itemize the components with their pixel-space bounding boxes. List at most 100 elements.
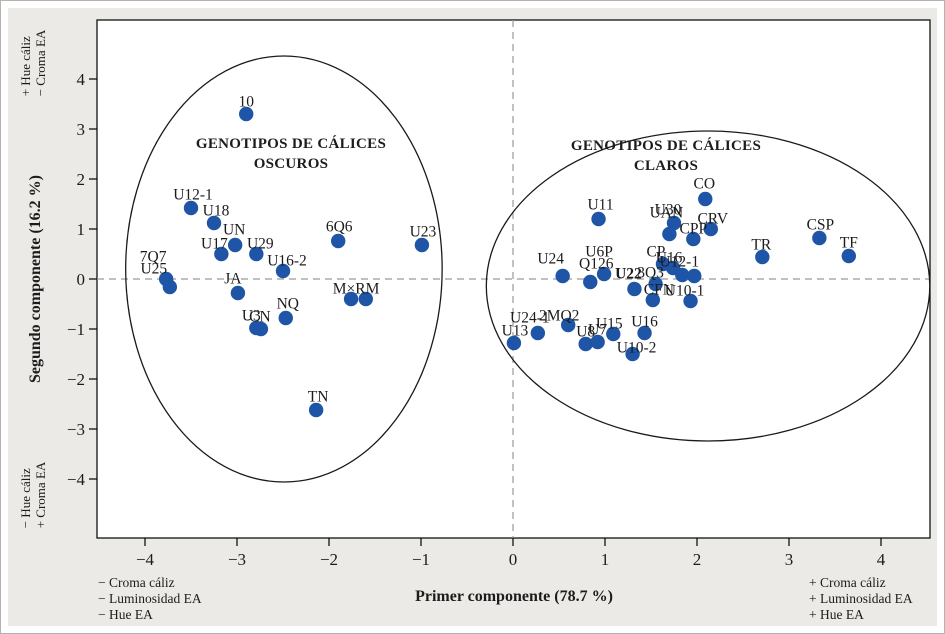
point-label-U23: U23 [410, 224, 437, 241]
data-point-U12-1 [675, 267, 690, 283]
group-title-claros-line1: GENOTIPOS DE CÁLICES [570, 138, 762, 154]
annotation-x-negative: − Croma cáliz − Luminosidad EA − Hue EA [98, 575, 202, 623]
data-point-CFN [645, 292, 661, 308]
data-point-M×RM [343, 291, 359, 307]
y-tick-label: 1 [77, 220, 86, 239]
point-label-U12-1: U12-1 [659, 254, 699, 271]
point-label-JA: JA [224, 271, 242, 288]
data-point-UN [227, 237, 243, 253]
data-point-U30 [666, 215, 682, 231]
point-label-TN: TN [308, 389, 329, 406]
group-title-claros: GENOTIPOS DE CÁLICES CLAROS [516, 136, 816, 176]
data-point-TR [755, 249, 770, 265]
data-point-UAN [662, 226, 677, 242]
data-point-U17 [214, 246, 229, 262]
point-label-CFN: CFN [644, 282, 674, 299]
annotation-top-left: + Hue cáliz − Croma EA [18, 30, 48, 97]
point-label-Q126: Q126 [579, 256, 614, 273]
data-point-CPP [686, 231, 701, 247]
point-label-U15: U15 [596, 316, 623, 333]
data-point-JA [230, 285, 246, 301]
x-tick-label: −4 [136, 550, 155, 569]
data-point-CO [698, 191, 713, 207]
data-point-U16-2 [275, 263, 291, 279]
x-tick-label: −2 [320, 550, 338, 569]
data-point-CSP [812, 230, 827, 246]
data-point-U10-2 [625, 346, 640, 362]
point-label-U17: U17 [201, 236, 228, 253]
point-label-CN: CN [249, 309, 271, 326]
x-tick-label: −1 [412, 550, 430, 569]
data-point-U13 [506, 335, 522, 351]
data-point [687, 268, 702, 284]
y-tick-label: −3 [67, 420, 85, 439]
point-label-U11: U11 [587, 197, 613, 214]
annotation-x-negative-line3: − Hue EA [98, 607, 153, 622]
point-label-U30: U30 [655, 202, 682, 219]
x-axis-title: Primer componente (78.7 %) [415, 588, 613, 605]
data-point-U25 [162, 279, 178, 295]
y-tick-label: −4 [67, 470, 86, 489]
data-point-U12-1 [183, 200, 199, 216]
y-tick-label: 4 [77, 70, 86, 89]
x-tick-label: 0 [509, 550, 518, 569]
group-title-claros-line2: CLAROS [633, 158, 699, 174]
group-title-oscuros-line2: OSCUROS [253, 156, 329, 172]
annotation-bottom-left-line2: + Croma EA [33, 461, 48, 529]
data-point-U22 [627, 281, 642, 297]
annotation-x-positive: + Croma cáliz + Luminosidad EA + Hue EA [809, 575, 913, 623]
annotation-x-negative-line1: − Croma cáliz [98, 575, 175, 590]
point-label-CP: CP [646, 244, 665, 261]
data-point-CN [253, 321, 269, 337]
x-tick-label: −3 [228, 550, 246, 569]
point-label-2MQ2: 2MQ2 [539, 308, 579, 325]
data-point-2MQ2 [561, 317, 576, 333]
data-point-TF [841, 248, 856, 264]
point-label-U3: U3 [242, 308, 261, 325]
point-label-U24-1: U24-1 [510, 310, 550, 327]
data-point-NQ [278, 310, 293, 326]
data-point-U11 [591, 211, 606, 227]
data-point-U6P [596, 266, 612, 282]
annotation-x-positive-line2: + Luminosidad EA [809, 591, 913, 606]
point-label-UN: UN [223, 222, 245, 239]
y-axis-title: Segundo componente (16.2 %) [27, 174, 44, 384]
data-point-U24 [555, 268, 570, 284]
data-point-U16 [637, 325, 652, 341]
annotation-x-positive-line3: + Hue EA [809, 607, 864, 622]
group-title-oscuros-line1: GENOTIPOS DE CÁLICES [195, 136, 387, 152]
y-tick-label: −2 [67, 370, 85, 389]
point-label-U25: U25 [140, 261, 167, 278]
data-point-TN [308, 402, 324, 418]
point-label-U6P: U6P [585, 244, 613, 261]
point-label-U10-1: U10-1 [665, 283, 705, 300]
point-label-U10-2: U10-2 [617, 340, 657, 357]
point-label-10: 10 [238, 94, 254, 111]
point-label-U7: U7 [588, 322, 607, 339]
data-point-U18 [206, 215, 222, 231]
annotation-x-negative-line2: − Luminosidad EA [98, 591, 202, 606]
data-point-6Q6 [331, 233, 346, 249]
point-label-U29: U29 [247, 236, 274, 253]
point-label-U16-2: U16-2 [267, 253, 307, 270]
point-label-U24: U24 [537, 251, 564, 268]
point-label-M×RM: M×RM [333, 281, 380, 298]
point-label-TF: TF [840, 235, 858, 252]
data-point-Q126 [583, 274, 598, 290]
point-label-U16: U16 [656, 250, 683, 267]
point-label-7Q7: 7Q7 [140, 249, 167, 266]
data-point-10 [239, 106, 254, 122]
point-label-U12-1: U12-1 [173, 187, 213, 204]
data-point-3Q3 [648, 276, 663, 292]
data-point-U10-1 [683, 293, 698, 309]
group-title-oscuros: GENOTIPOS DE CÁLICES OSCUROS [141, 134, 441, 174]
data-point-U24-1 [530, 325, 546, 341]
point-label-UAN: UAN [650, 205, 684, 222]
point-label-CPP: CPP [680, 221, 708, 238]
y-tick-label: −1 [67, 320, 85, 339]
y-tick-label: 2 [77, 170, 86, 189]
data-point-U29 [249, 246, 264, 262]
x-tick-label: 4 [877, 550, 886, 569]
data-point [358, 291, 373, 307]
point-label-CO: CO [694, 176, 716, 193]
